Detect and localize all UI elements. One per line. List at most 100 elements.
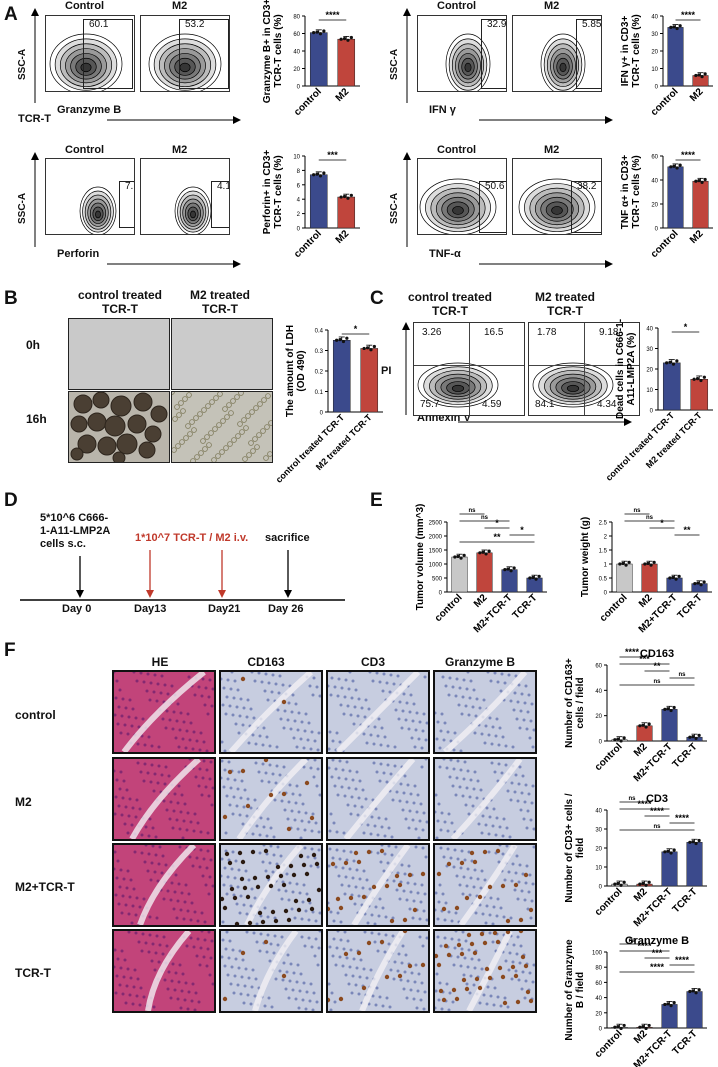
data-point (699, 583, 703, 587)
cell-dot (187, 431, 193, 437)
spheroid (150, 405, 168, 423)
cell-dot (172, 416, 178, 422)
spheroid (87, 412, 107, 432)
data-point (675, 359, 679, 363)
data-point (694, 73, 698, 78)
ihc-texture (328, 672, 428, 752)
flow-header-m2-perf: M2 (172, 144, 188, 156)
sig-label: **** (637, 941, 652, 951)
data-point (641, 1025, 645, 1029)
y-axis-label: TCR-T cells (%) (631, 155, 642, 228)
cell-dot (261, 397, 267, 403)
ihc-texture (435, 931, 535, 1011)
data-point (509, 569, 513, 573)
data-point (677, 574, 681, 578)
data-point (669, 708, 673, 713)
bar (661, 1004, 678, 1029)
y-axis-label: IFN γ+ in CD3+ (620, 16, 631, 87)
flow-header-control-ifn: Control (437, 0, 477, 12)
flow-xlabel-gzmb: Granzyme B (57, 104, 122, 116)
data-point (372, 344, 376, 349)
data-point (624, 563, 628, 567)
c-header-m2: M2 treated TCR-T (534, 290, 596, 318)
y-axis-label: Granzyme B+ in CD3+ (262, 0, 273, 103)
ihc-image-granzymeb-0 (433, 670, 537, 754)
y-axis-label: cells / field (575, 677, 586, 728)
data-point (702, 375, 706, 379)
bar-chart-a3: 0 2 4 6 8 10 Perforin+ in CD3+ TCR-T cells (%) c… (262, 150, 360, 260)
annexin-contour-0 (417, 362, 499, 408)
y-tick-label: 10 (293, 155, 300, 161)
cell-dot (242, 456, 248, 462)
quadrant-value: 1.78 (537, 327, 557, 338)
cell-dot (212, 426, 218, 432)
flow-header-m2-gzmb: M2 (172, 0, 188, 12)
data-point (318, 174, 323, 178)
quad-hline (529, 365, 639, 366)
ihc-image-cd163-3 (219, 929, 323, 1013)
flow-ylabel-gzmb: SSC-A (17, 48, 28, 80)
y-axis-label: Perforin+ in CD3+ (262, 150, 273, 235)
gate-value-tnf-0: 50.6 (485, 181, 505, 192)
data-point (487, 549, 491, 553)
data-point (688, 840, 692, 844)
ihc-image-granzymeb-3 (433, 929, 537, 1013)
flow-plot-ifn-control: 32.9 (417, 15, 507, 92)
cell-dot (186, 392, 192, 398)
bar (661, 709, 678, 742)
ihc-image-cd163-2 (219, 843, 323, 927)
gate-ifn-0 (481, 19, 506, 89)
y-tick-label: 2 (604, 535, 608, 541)
flow-plot-ifn-m2: 5.85 (512, 15, 602, 92)
y-axis-label: A11-LMP2A (%) (626, 333, 637, 406)
gate-value-gzmb-0: 60.1 (89, 19, 109, 30)
data-point (694, 841, 698, 846)
data-point (669, 165, 673, 169)
spheroid (70, 415, 88, 433)
flow-header-control-perf: Control (65, 144, 105, 156)
spheroid (97, 436, 117, 456)
y-axis-label: TNF α+ in CD3+ (620, 155, 631, 230)
data-point (315, 172, 319, 176)
cell-dot (260, 428, 266, 434)
cell-dot (194, 454, 200, 460)
data-point (688, 989, 692, 994)
sig-label: *** (327, 150, 338, 160)
cell-dot (178, 400, 184, 406)
x-tick-label: control (649, 86, 681, 118)
f-row-m2tcrt: M2+TCR-T (15, 880, 75, 894)
micrograph-control-0h (68, 318, 170, 390)
data-point (641, 723, 645, 727)
bar (692, 75, 709, 87)
x-tick-label: M2 (632, 741, 650, 759)
panel-label-a: A (4, 4, 18, 25)
y-tick-label: 0 (655, 85, 659, 91)
quadrant-value: 4.34 (597, 399, 617, 410)
bar (661, 851, 678, 887)
data-point (341, 339, 346, 344)
data-point (613, 882, 617, 886)
sig-label: ns (678, 672, 686, 678)
data-point (528, 576, 532, 580)
contour-perf-1 (174, 186, 212, 234)
data-point (671, 362, 676, 366)
data-point (692, 377, 696, 381)
bar (662, 362, 681, 411)
gate-value-perf-0: 7.73 (125, 181, 134, 192)
data-point (675, 26, 679, 31)
y-tick-label: 0 (297, 85, 301, 91)
sig-label: ** (683, 525, 691, 535)
data-point (456, 554, 460, 559)
cell-dot (268, 420, 272, 426)
data-point (622, 1023, 626, 1028)
flow-axes-gzmb (31, 8, 241, 124)
bar-chart-a2: 0 10 20 30 40 IFN γ+ in CD3+ TCR-T cells (%) co… (620, 10, 713, 118)
data-point (691, 734, 695, 739)
data-point (312, 31, 316, 35)
spheroid (92, 392, 110, 409)
data-point (335, 338, 339, 342)
data-point (672, 25, 676, 29)
gate-ifn-1 (576, 19, 601, 89)
ihc-texture (221, 931, 321, 1011)
